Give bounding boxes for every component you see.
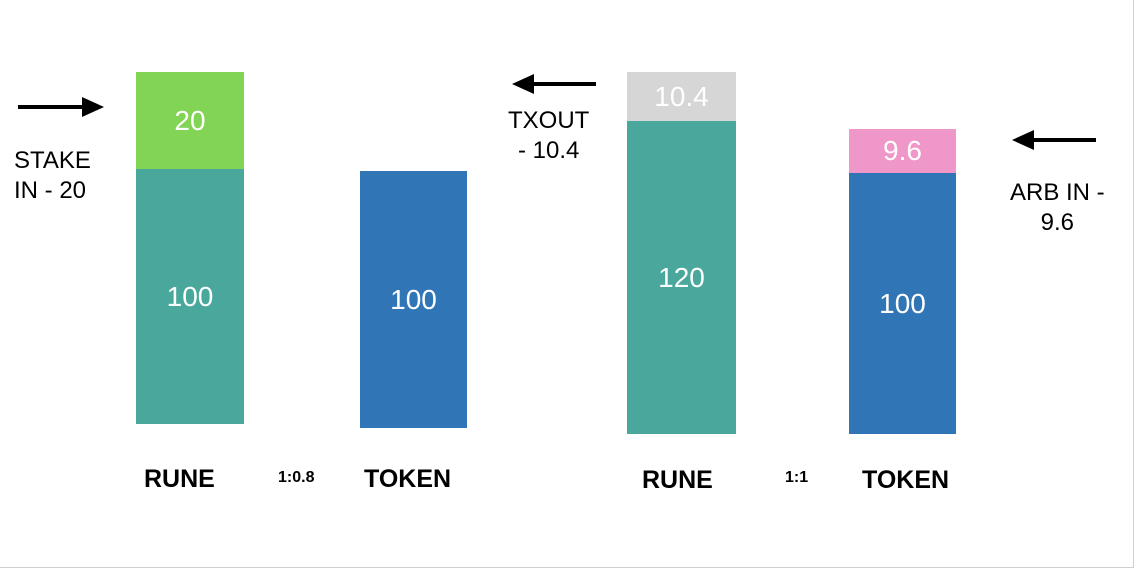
token-base-segment: 100: [360, 171, 467, 428]
rune-base-segment: 120: [627, 121, 736, 434]
token-base-value: 100: [390, 283, 437, 315]
txout-line1: TXOUT: [508, 107, 590, 134]
txout-line2: - 10.4: [517, 137, 580, 164]
rune-added-value: 20: [174, 104, 206, 136]
rune-base-value: 120: [658, 261, 705, 293]
stake-in-line1: STAKE: [14, 147, 91, 174]
arrow-left-icon: [1012, 130, 1096, 150]
rune-base-segment: 100: [136, 169, 244, 424]
stake-in-line2: IN - 20: [14, 177, 87, 204]
token-base-value: 100: [879, 287, 926, 319]
token-base-segment: 100: [849, 173, 956, 434]
arrow-right-icon: [18, 97, 104, 117]
ratio-label: 1:1: [785, 469, 809, 486]
rune-removed-value: 10.4: [654, 80, 709, 112]
rune-label: RUNE: [642, 466, 713, 494]
stake-in-note: STAKE IN - 20: [14, 146, 91, 206]
token-label: TOKEN: [862, 466, 950, 494]
ratio-label: 1:0.8: [278, 469, 315, 486]
arb-in-note: ARB IN - 9.6: [1010, 178, 1105, 238]
arb-in-line2: 9.6: [1040, 209, 1075, 236]
rune-added-segment: 20: [136, 72, 244, 169]
txout-note: TXOUT - 10.4: [508, 106, 589, 166]
token-added-segment: 9.6: [849, 129, 956, 173]
token-label: TOKEN: [364, 465, 452, 493]
rune-base-value: 100: [166, 280, 214, 312]
arb-in-line1: ARB IN -: [1010, 179, 1105, 206]
token-added-value: 9.6: [883, 135, 922, 166]
rune-removed-segment: 10.4: [627, 72, 736, 121]
arrow-left-icon: [512, 74, 596, 94]
rune-label: RUNE: [144, 465, 215, 493]
